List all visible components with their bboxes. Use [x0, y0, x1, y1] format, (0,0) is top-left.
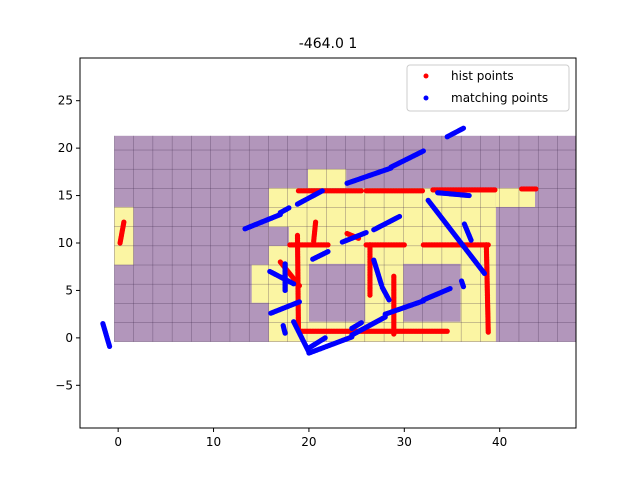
legend-label-matching: matching points	[451, 91, 548, 105]
matching-point	[481, 270, 488, 276]
hist-point	[419, 188, 426, 194]
legend: hist points matching points	[406, 64, 570, 112]
hist-point	[325, 242, 331, 248]
matching-point	[296, 299, 302, 305]
hist-point	[492, 187, 498, 193]
x-tick-label: 40	[492, 435, 507, 449]
y-axis: −5 0 5 10 15 20 25	[55, 94, 80, 392]
matching-point	[319, 188, 325, 194]
legend-box	[406, 64, 570, 112]
legend-marker-hist	[423, 73, 429, 79]
matching-points-series	[100, 125, 488, 356]
matching-point	[282, 287, 288, 294]
matching-point	[291, 319, 297, 325]
x-tick-label: 30	[397, 435, 412, 449]
y-tick-label: −5	[55, 378, 73, 392]
free-cell-region	[307, 169, 347, 188]
hist-point	[367, 292, 373, 298]
matching-point	[322, 335, 328, 341]
matching-point	[468, 237, 474, 243]
hist-point	[533, 186, 539, 192]
y-tick-label: 0	[65, 331, 73, 345]
plot-area	[100, 125, 576, 356]
hist-point	[121, 219, 127, 225]
legend-marker-matching	[423, 95, 429, 101]
y-tick-label: 20	[58, 141, 73, 155]
free-cell-region	[495, 187, 535, 207]
y-tick-label: 10	[58, 236, 73, 250]
matching-point	[460, 125, 467, 131]
hist-point	[485, 329, 491, 335]
matching-point	[291, 281, 297, 287]
occupied-cell-region	[308, 263, 366, 322]
matching-point	[358, 320, 364, 326]
hist-point	[313, 219, 319, 225]
matching-point	[396, 213, 403, 220]
x-axis: 0 10 20 30 40	[114, 428, 507, 449]
matching-point	[420, 148, 426, 154]
matching-point	[447, 285, 453, 292]
y-tick-label: 15	[58, 189, 73, 203]
hist-point	[391, 331, 397, 337]
occupied-cell-region	[403, 263, 461, 322]
chart-title-group: -464.0 1	[299, 36, 358, 52]
matching-point	[363, 229, 369, 236]
chart-title: -464.0 1	[299, 36, 358, 52]
hist-point	[358, 188, 364, 194]
matching-point	[282, 330, 288, 336]
hist-point	[401, 242, 407, 248]
occupancy-grid	[114, 135, 576, 342]
x-tick-label: 0	[114, 435, 122, 449]
matching-point	[466, 192, 472, 199]
matching-point	[106, 343, 113, 350]
x-tick-label: 20	[301, 435, 316, 449]
x-tick-label: 10	[206, 435, 221, 449]
legend-label-hist: hist points	[451, 69, 514, 83]
y-tick-label: 25	[58, 94, 73, 108]
matching-point	[460, 284, 467, 290]
free-cell-region	[251, 264, 271, 303]
matching-point	[386, 297, 392, 303]
matching-point	[286, 205, 292, 211]
hist-point	[444, 328, 450, 334]
matching-point	[325, 248, 331, 255]
occupied-cell-region	[268, 226, 289, 246]
hist-point	[296, 283, 302, 289]
y-tick-label: 5	[65, 283, 73, 297]
